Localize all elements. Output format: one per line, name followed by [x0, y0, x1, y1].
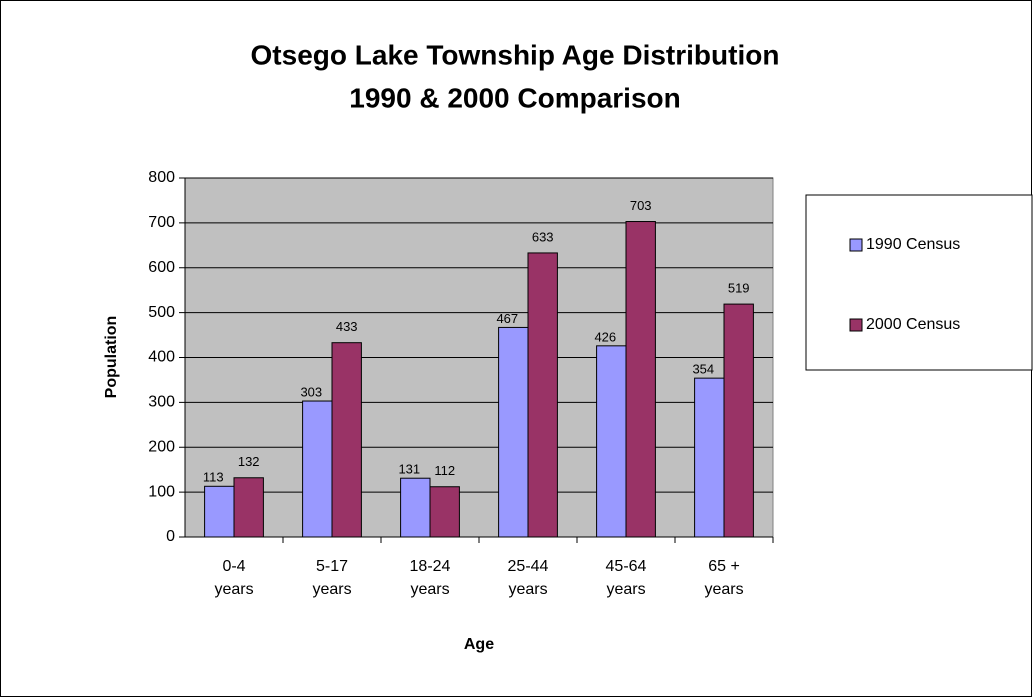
legend-label: 1990 Census [866, 236, 960, 253]
data-label: 112 [434, 463, 455, 478]
data-label: 303 [300, 384, 322, 399]
data-label: 113 [203, 470, 224, 485]
legend [805, 194, 1033, 371]
bar [694, 377, 725, 538]
legend-swatch [849, 318, 863, 332]
data-label: 703 [630, 198, 652, 213]
x-axis-label: Age [464, 636, 494, 653]
y-axis-label: Population [103, 316, 120, 399]
data-label: 467 [496, 311, 518, 326]
bar [233, 477, 264, 538]
x-tick-label: 65 + years [704, 558, 743, 598]
chart-title: Otsego Lake Township Age Distribution [251, 39, 780, 70]
x-tick-label-line: 65 + [708, 558, 740, 575]
y-tick-label: 500 [148, 304, 175, 321]
y-tick-label: 300 [148, 394, 175, 411]
x-tick-label: 18-24 years [410, 558, 451, 598]
y-tick-label: 0 [166, 528, 175, 545]
x-tick-label-line: 45-64 [606, 558, 647, 575]
x-tick-label-line: 25-44 [508, 558, 549, 575]
x-tick-label: 45-64 years [606, 558, 647, 598]
x-tick-label: 25-44 years [508, 558, 549, 598]
bar [723, 303, 754, 538]
y-tick-label: 200 [148, 438, 175, 455]
x-tick-label-line: years [312, 581, 351, 598]
data-label: 633 [532, 229, 554, 244]
bar [498, 326, 529, 538]
bar [625, 221, 656, 538]
y-tick-label: 600 [148, 259, 175, 276]
x-tick-label: 5-17 years [312, 558, 351, 598]
bar [596, 345, 627, 538]
x-tick-label: 0-4 years [214, 558, 253, 598]
x-tick-label-line: years [410, 581, 449, 598]
y-tick-label: 100 [148, 483, 175, 500]
x-tick-label-line: years [214, 581, 253, 598]
x-tick-label-line: 18-24 [410, 558, 451, 575]
chart-title: 1990 & 2000 Comparison [349, 82, 681, 113]
x-tick-label-line: 0-4 [222, 558, 245, 575]
data-label: 131 [398, 462, 420, 477]
x-tick-label-line: years [704, 581, 743, 598]
y-tick-label: 400 [148, 349, 175, 366]
bar [331, 342, 362, 538]
bar [527, 252, 558, 538]
legend-swatch [849, 238, 863, 252]
x-tick-label-line: years [508, 581, 547, 598]
data-label: 354 [692, 362, 714, 377]
data-label: 433 [336, 319, 358, 334]
data-label: 132 [238, 454, 260, 469]
data-label: 426 [594, 329, 616, 344]
data-label: 519 [728, 281, 750, 296]
x-tick-label-line: years [606, 581, 645, 598]
bar [204, 485, 235, 538]
legend-label: 2000 Census [866, 316, 960, 333]
y-tick-label: 700 [148, 214, 175, 231]
bar [302, 400, 333, 538]
bar [400, 477, 431, 538]
x-tick-label-line: 5-17 [316, 558, 348, 575]
bar [429, 486, 460, 538]
y-tick-label: 800 [148, 169, 175, 186]
